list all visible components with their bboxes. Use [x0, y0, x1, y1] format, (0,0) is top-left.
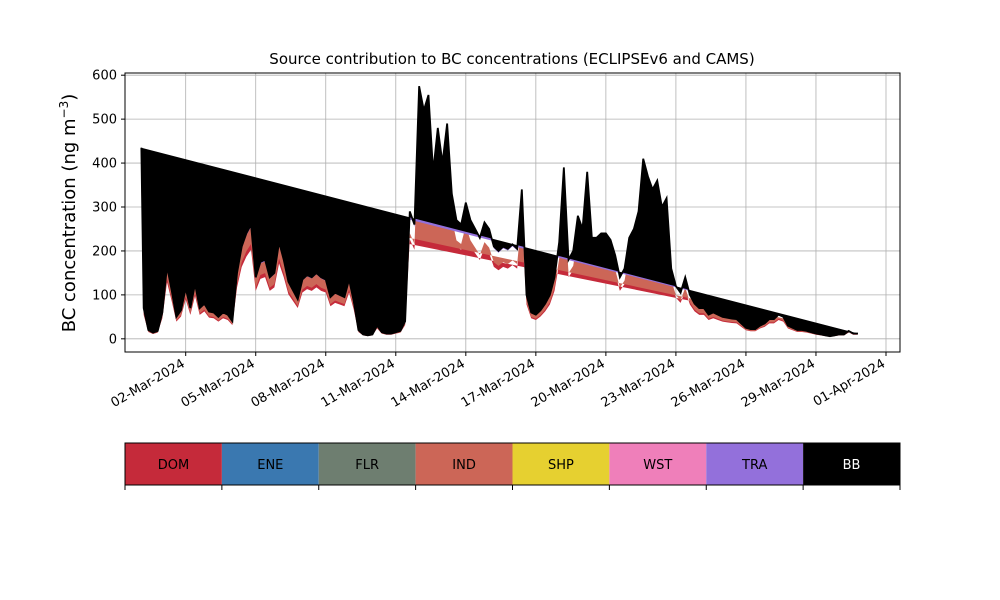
y-axis-label-close: ) — [59, 94, 80, 101]
legend-label-wst: WST — [643, 458, 672, 473]
y-axis-label-main: BC concentration (ng m — [59, 118, 80, 332]
y-axis-ticks: 0 100 200 300 400 500 600 — [92, 69, 125, 347]
legend-swatch-dom — [125, 443, 222, 485]
legend-label-dom: DOM — [158, 458, 189, 473]
legend-swatch-wst — [609, 443, 707, 485]
legend-swatch-flr — [318, 443, 416, 485]
x-tick-label-10: 01-Apr-2024 — [811, 356, 888, 409]
legend-swatch-ene — [221, 443, 319, 485]
y-tick-label-5: 500 — [92, 113, 117, 128]
area-ind — [141, 129, 858, 337]
y-axis-label-sup: −3 — [57, 101, 71, 119]
area-dom — [141, 141, 858, 337]
stacked-areas — [141, 86, 858, 337]
total-concentration-line — [140, 86, 858, 338]
x-tick-label-3: 11-Mar-2024 — [319, 356, 398, 410]
x-tick-label-0: 02-Mar-2024 — [109, 356, 188, 410]
y-axis-label: BC concentration (ng m−3) — [57, 94, 80, 333]
x-tick-label-9: 29-Mar-2024 — [739, 356, 818, 410]
area-bb — [141, 86, 858, 337]
grid-lines — [125, 73, 900, 352]
y-tick-label-4: 400 — [92, 157, 117, 172]
x-tick-label-6: 20-Mar-2024 — [529, 356, 608, 410]
legend-colorbar: DOM ENE FLR IND SHP WST TRA BB — [124, 442, 901, 490]
chart-title: Source contribution to BC concentrations… — [269, 50, 754, 68]
legend-swatch-shp — [512, 443, 610, 485]
x-tick-label-8: 26-Mar-2024 — [669, 356, 748, 410]
legend-label-ind: IND — [452, 458, 476, 473]
y-tick-label-0: 0 — [109, 332, 117, 347]
y-tick-label-3: 300 — [92, 201, 117, 216]
x-tick-label-1: 05-Mar-2024 — [179, 356, 258, 410]
legend-label-flr: FLR — [355, 458, 379, 473]
y-tick-label-6: 600 — [92, 69, 117, 84]
x-tick-label-2: 08-Mar-2024 — [249, 356, 328, 410]
y-tick-label-2: 200 — [92, 244, 117, 259]
x-axis-ticks: 02-Mar-202405-Mar-202408-Mar-202411-Mar-… — [109, 352, 888, 411]
y-tick-label-1: 100 — [92, 288, 117, 303]
legend-label-bb: BB — [843, 458, 861, 473]
legend-swatch-tra — [706, 443, 804, 485]
x-tick-label-7: 23-Mar-2024 — [599, 356, 678, 410]
legend-swatch-bb — [803, 443, 900, 485]
x-tick-label-5: 17-Mar-2024 — [459, 356, 538, 410]
legend-label-shp: SHP — [548, 458, 574, 473]
plot-frame — [124, 72, 901, 353]
legend-label-tra: TRA — [741, 458, 767, 473]
legend-swatch-ind — [415, 443, 513, 485]
x-tick-label-4: 14-Mar-2024 — [389, 356, 468, 410]
legend-label-ene: ENE — [257, 458, 283, 473]
